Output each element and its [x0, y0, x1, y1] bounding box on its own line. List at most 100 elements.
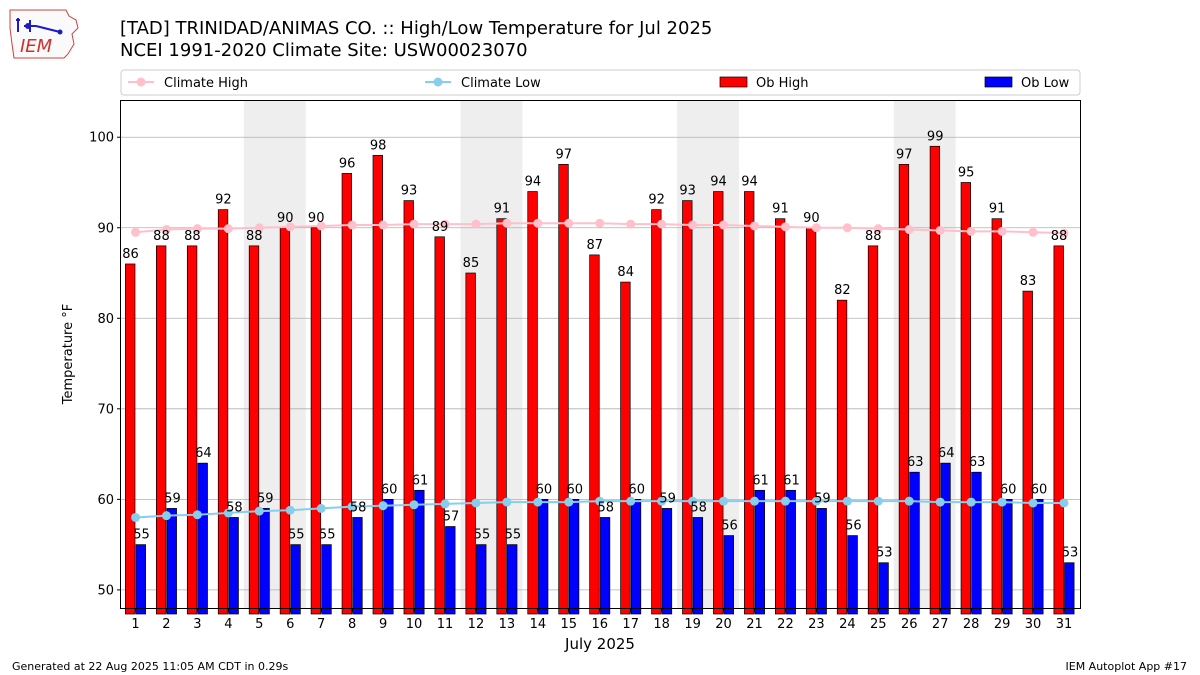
climate-high-point — [347, 220, 357, 230]
ob-high-label: 97 — [556, 147, 573, 162]
legend-label-ob-low: Ob Low — [1021, 76, 1070, 91]
legend-marker-climate-high — [136, 77, 146, 87]
ob-high-bar — [558, 164, 569, 615]
x-tick-label: 27 — [932, 617, 949, 632]
ob-low-bar — [692, 517, 704, 615]
climate-high-point — [935, 225, 945, 235]
climate-high-point — [254, 223, 264, 233]
climate-high-point — [192, 224, 202, 234]
x-tick-label: 2 — [162, 617, 170, 632]
legend-box — [120, 69, 1081, 96]
ob-low-label: 60 — [1031, 482, 1048, 497]
ob-high-label: 91 — [989, 202, 1006, 217]
ob-high-bar — [651, 209, 662, 615]
climate-high-point — [904, 225, 914, 235]
ob-high-label: 84 — [617, 265, 634, 280]
y-tick-label: 70 — [97, 402, 114, 417]
climate-high-point — [1028, 227, 1038, 237]
x-tick-label: 25 — [870, 617, 887, 632]
ob-low-label: 64 — [938, 446, 955, 461]
ob-high-label: 94 — [525, 175, 542, 190]
ob-low-bar — [1064, 562, 1075, 615]
x-tick-label: 16 — [591, 617, 608, 632]
ob-low-label: 61 — [412, 473, 429, 488]
ob-high-bar — [310, 227, 322, 615]
ob-high-label: 98 — [370, 138, 387, 153]
ob-low-bar — [723, 535, 734, 615]
x-tick-label: 30 — [1025, 617, 1042, 632]
y-tick-label: 90 — [97, 221, 114, 236]
ob-high-label: 90 — [277, 211, 294, 226]
ob-high-bar — [898, 164, 910, 615]
climate-high-point — [966, 226, 976, 236]
ob-high-bar — [434, 236, 445, 615]
ob-low-bar — [383, 499, 394, 615]
x-tick-label: 5 — [255, 617, 263, 632]
y-axis-label: Temperature °F — [61, 304, 76, 405]
y-tick-label: 50 — [97, 583, 114, 598]
ob-low-label: 55 — [319, 528, 336, 543]
climate-high-point — [997, 226, 1007, 236]
x-tick-label: 28 — [963, 617, 980, 632]
generated-footer: Generated at 22 Aug 2025 11:05 AM CDT in… — [12, 660, 289, 673]
climate-high-point — [564, 218, 574, 228]
ob-low-label: 55 — [288, 528, 305, 543]
x-tick-label: 19 — [684, 617, 701, 632]
ob-high-bar — [186, 245, 198, 615]
ob-high-label: 92 — [648, 193, 665, 208]
ob-low-label: 63 — [907, 455, 924, 470]
ob-low-label: 55 — [133, 528, 150, 543]
climate-low-point — [966, 497, 976, 507]
y-tick-label: 100 — [89, 131, 114, 146]
climate-high-point — [131, 227, 140, 237]
ob-low-label: 55 — [505, 528, 522, 543]
climate-low-point — [750, 496, 759, 506]
climate-low-point — [409, 500, 419, 510]
ob-high-label: 88 — [153, 229, 170, 244]
climate-low-point — [254, 506, 264, 516]
ob-low-bar — [909, 471, 920, 615]
x-tick-label: 4 — [224, 617, 232, 632]
climate-high-point — [626, 219, 636, 229]
climate-low-point — [842, 496, 852, 506]
ob-low-bar — [754, 489, 765, 615]
ob-low-bar — [1002, 499, 1013, 615]
x-tick-label: 23 — [808, 617, 825, 632]
ob-low-bar — [259, 508, 270, 615]
ob-high-bar — [403, 200, 414, 615]
ob-low-bar — [630, 499, 642, 615]
legend-swatch-ob-high — [719, 76, 748, 88]
ob-high-bar — [867, 245, 879, 615]
climate-low-point — [1059, 498, 1069, 508]
ob-high-bar — [465, 272, 476, 615]
x-tick-label: 1 — [131, 617, 139, 632]
climate-low-point — [192, 510, 202, 520]
ob-high-label: 93 — [679, 184, 696, 199]
ob-high-label: 94 — [710, 175, 727, 190]
ob-high-bar — [156, 245, 167, 615]
x-axis-label: July 2025 — [564, 635, 635, 653]
ob-high-label: 92 — [215, 193, 232, 208]
x-tick-label: 15 — [561, 617, 578, 632]
ob-high-label: 95 — [958, 165, 975, 180]
ob-high-bar — [248, 245, 260, 615]
climate-high-point — [440, 219, 450, 229]
ob-high-label: 85 — [463, 256, 480, 271]
legend: Climate High Climate Low Ob High Ob Low — [120, 69, 1081, 96]
climate-low-point — [223, 508, 233, 518]
climate-high-point — [223, 224, 233, 234]
climate-low-point — [688, 496, 698, 506]
climate-high-point — [502, 218, 512, 228]
climate-low-point — [811, 496, 821, 506]
climate-high-point — [750, 221, 759, 231]
ob-high-bar — [960, 182, 971, 615]
ob-high-bar — [929, 145, 941, 615]
iem-logo: IEM — [9, 9, 79, 59]
x-tick-label: 3 — [193, 617, 201, 632]
x-tick-label: 26 — [901, 617, 918, 632]
ob-high-label: 91 — [494, 202, 511, 217]
ob-high-bar — [991, 218, 1002, 615]
legend-label-climate-high: Climate High — [164, 76, 248, 91]
ob-low-label: 58 — [226, 500, 243, 515]
